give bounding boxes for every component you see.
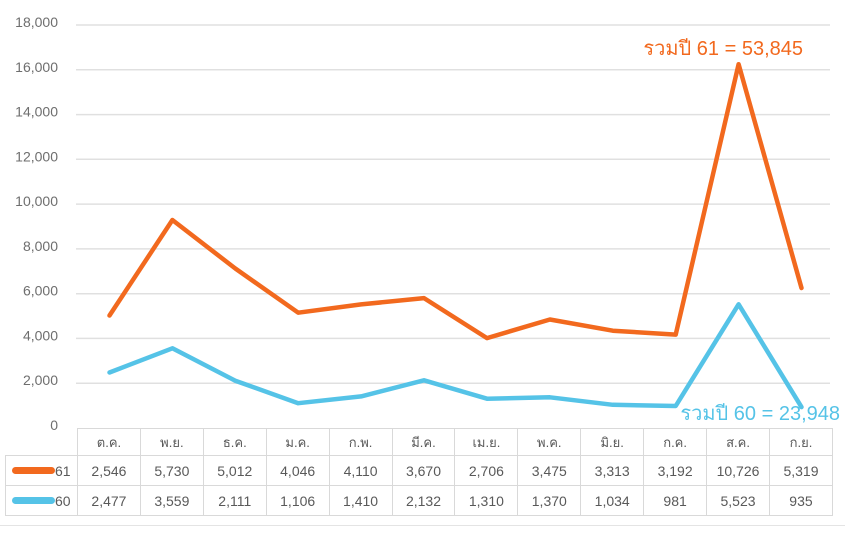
table-row-61: 61 2,546 5,730 5,012 4,046 4,110 3,670 2,706 3,4…	[5, 455, 834, 486]
value-cell: 2,132	[391, 485, 456, 516]
bottom-divider	[0, 525, 845, 526]
value-cell: 1,310	[454, 485, 519, 516]
month-column-header: ส.ค.	[706, 428, 770, 456]
value-cell: 5,523	[706, 485, 770, 516]
value-cell: 3,559	[139, 485, 204, 516]
value-cell: 1,370	[517, 485, 582, 516]
month-column-header: เม.ย.	[454, 428, 519, 456]
y-axis-tick-label: 16,000	[15, 59, 58, 75]
value-cell: 4,046	[265, 455, 330, 486]
month-column-header: ม.ค.	[265, 428, 330, 456]
value-cell: 2,706	[454, 455, 519, 486]
line-chart-plot-area: 0 2,000 4,000 6,000 8,000 10,000 12,000 14,000 1…	[15, 14, 830, 430]
month-column-header: ธ.ค.	[202, 428, 267, 456]
series-60-line[interactable]	[107, 302, 804, 410]
month-column-header: พ.ค.	[517, 428, 582, 456]
y-axis-tick-label: 12,000	[15, 148, 58, 164]
y-axis-tick-label: 4,000	[23, 327, 58, 343]
value-cell: 4,110	[328, 455, 393, 486]
value-cell: 3,192	[643, 455, 708, 486]
value-cell: 3,670	[391, 455, 456, 486]
value-cell: 1,410	[328, 485, 393, 516]
y-axis-tick-label: 14,000	[15, 104, 58, 120]
series-61-swatch	[12, 467, 55, 474]
value-cell: 5,730	[139, 455, 204, 486]
value-cell: 1,106	[265, 485, 330, 516]
value-cell: 3,475	[517, 455, 582, 486]
annotation-total-60: รวมปี 60 = 23,948	[680, 403, 840, 425]
value-cell: 935	[768, 485, 834, 516]
value-cell: 5,319	[768, 455, 834, 486]
series-60-swatch	[12, 497, 55, 504]
month-column-header: ต.ค.	[77, 428, 141, 456]
value-cell: 5,012	[202, 455, 267, 486]
value-cell: 981	[643, 485, 708, 516]
month-column-header: มี.ค.	[391, 428, 456, 456]
value-cell: 10,726	[706, 455, 770, 486]
table-corner	[6, 429, 78, 456]
month-column-header: ก.ค.	[643, 428, 708, 456]
series-61-line[interactable]	[107, 61, 804, 341]
value-cell: 1,034	[580, 485, 645, 516]
y-axis-tick-label: 0	[50, 417, 58, 430]
y-axis-tick-label: 8,000	[23, 238, 58, 254]
y-axis-tick-label: 18,000	[15, 14, 58, 30]
month-column-header: พ.ย.	[139, 428, 204, 456]
month-column-header: ก.ย.	[768, 428, 834, 456]
legend-cell-61: 61	[5, 455, 78, 486]
series-60-label: 60	[55, 492, 71, 509]
value-cell: 2,477	[77, 485, 141, 516]
y-axis-tick-label: 10,000	[15, 193, 58, 209]
table-header-row: ต.ค. พ.ย. ธ.ค. ม.ค. ก.พ. มี.ค. เม.ย. พ.ค. มิ.ย. ก…	[6, 428, 834, 456]
data-table: ต.ค. พ.ย. ธ.ค. ม.ค. ก.พ. มี.ค. เม.ย. พ.ค. มิ.ย. ก…	[5, 428, 834, 516]
y-axis-tick-label: 6,000	[23, 283, 58, 299]
legend-cell-60: 60	[5, 485, 78, 516]
month-column-header: ก.พ.	[328, 428, 393, 456]
value-cell: 2,546	[77, 455, 141, 486]
month-column-header: มิ.ย.	[580, 428, 645, 456]
value-cell: 3,313	[580, 455, 645, 486]
annotation-total-61: รวมปี 61 = 53,845	[643, 38, 803, 60]
series-61-label: 61	[55, 462, 71, 479]
y-axis-tick-label: 2,000	[23, 372, 58, 388]
table-row-60: 60 2,477 3,559 2,111 1,106 1,410 2,132 1,310 1,3…	[5, 485, 834, 516]
value-cell: 2,111	[202, 485, 267, 516]
